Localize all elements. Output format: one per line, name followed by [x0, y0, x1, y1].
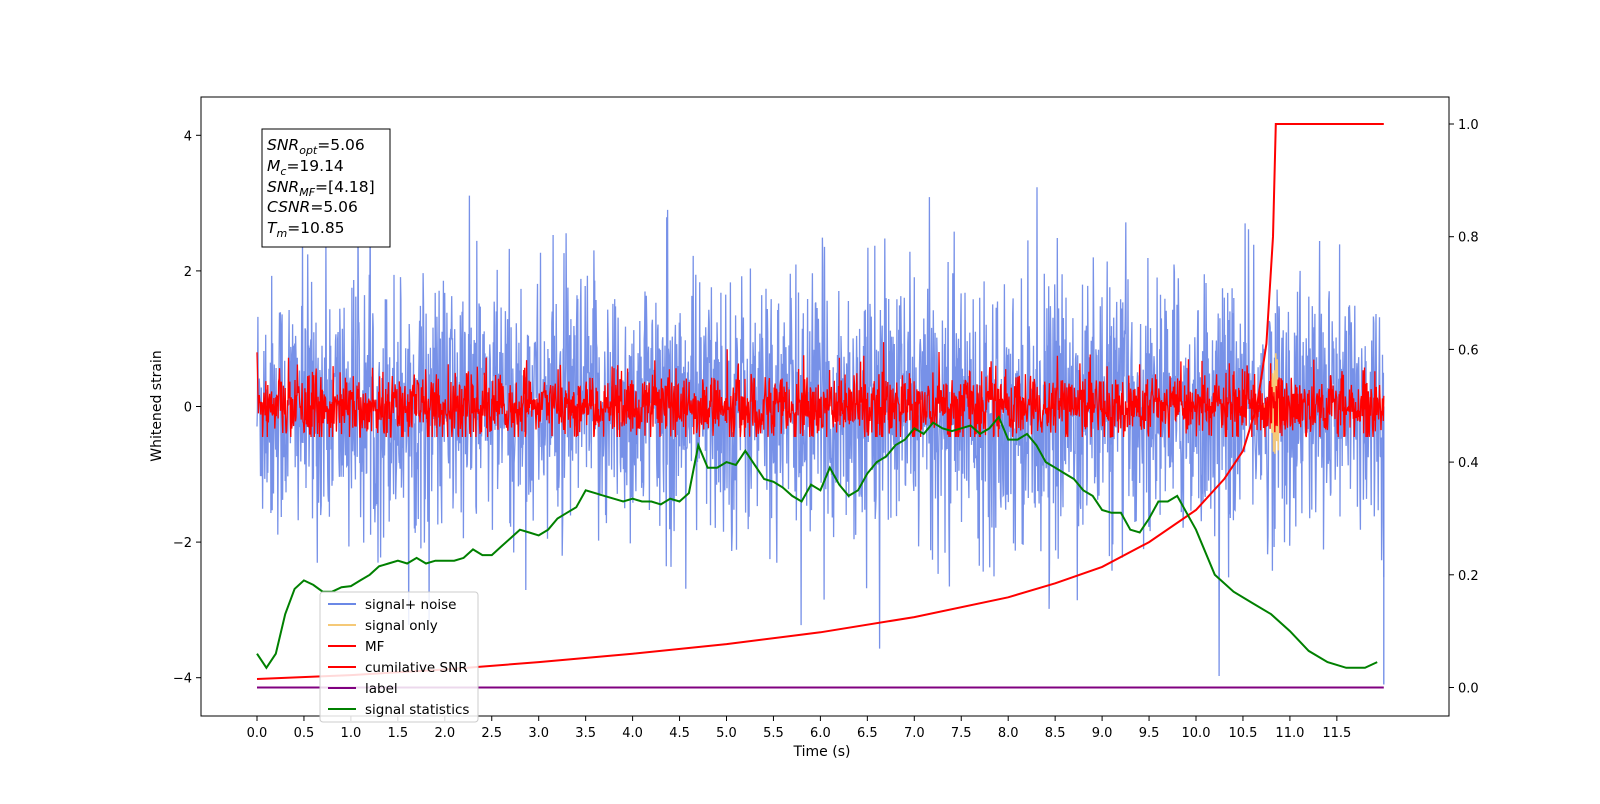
legend-item-mf: MF	[328, 639, 384, 655]
cumilative-snr-line	[256, 123, 1384, 680]
y2-tick-label: 1.0	[1458, 118, 1479, 133]
x-tick-label: 2.0	[434, 726, 455, 741]
series-mf	[256, 342, 1385, 438]
x-tick-label: 8.5	[1045, 726, 1066, 741]
x-tick-label: 3.0	[528, 726, 549, 741]
x-tick-label: 6.0	[810, 726, 831, 741]
svg-text:signal+ noise: signal+ noise	[365, 597, 456, 613]
x-tick-label: 7.0	[904, 726, 925, 741]
series-cumilative-snr	[256, 123, 1384, 680]
y-tick-label: −2	[173, 536, 192, 551]
x-tick-label: 3.5	[575, 726, 596, 741]
legend-item-label: label	[328, 681, 398, 697]
x-tick-label: 11.0	[1275, 726, 1304, 741]
y2-tick-label: 0.6	[1458, 343, 1479, 358]
x-tick-label: 1.0	[341, 726, 362, 741]
y-axis-ticks: −4 −2 0 2 4	[173, 129, 201, 687]
y2-tick-label: 0.0	[1458, 682, 1479, 697]
stat-csnr: CSNR=5.06	[267, 198, 358, 216]
stat-tm: Tm=10.85	[267, 219, 345, 240]
y-tick-label: 4	[184, 129, 192, 144]
stats-box: SNRopt=5.06 Mc=19.14 SNRMF=[4.18] CSNR=5…	[261, 128, 391, 248]
mf-line	[256, 342, 1385, 438]
x-tick-label: 0.5	[294, 726, 315, 741]
y-tick-label: −4	[173, 672, 192, 687]
x-tick-label: 5.0	[716, 726, 737, 741]
y-tick-label: 0	[184, 401, 192, 416]
x-tick-label: 6.5	[857, 726, 878, 741]
legend-item-cumilative-snr: cumilative SNR	[328, 660, 468, 676]
x-tick-label: 2.5	[481, 726, 502, 741]
x-axis-label: Time (s)	[793, 744, 851, 760]
x-tick-label: 7.5	[951, 726, 972, 741]
legend: signal+ noise signal only MF cumilative …	[319, 591, 479, 723]
stat-snr-mf: SNRMF=[4.18]	[267, 178, 375, 199]
x-tick-label: 10.5	[1228, 726, 1257, 741]
y-axis-label: Whitened strain	[149, 350, 165, 461]
y2-tick-label: 0.4	[1458, 456, 1479, 471]
x-tick-label: 4.0	[622, 726, 643, 741]
x-tick-label: 0.0	[247, 726, 268, 741]
svg-text:label: label	[365, 681, 398, 697]
series-signal-statistics	[256, 415, 1378, 670]
x-tick-label: 9.5	[1139, 726, 1160, 741]
legend-item-signal-only: signal only	[328, 618, 438, 634]
x-tick-label: 1.5	[388, 726, 409, 741]
x-axis-ticks: 0.0 0.5 1.0 1.5 2.0 2.5 3.0 3.5 4.0 4.5 5.0 5.5 6.0 6…	[247, 716, 1351, 741]
svg-text:signal only: signal only	[365, 618, 438, 634]
x-tick-label: 9.0	[1092, 726, 1113, 741]
y2-tick-label: 0.2	[1458, 569, 1479, 584]
y-tick-label: 2	[184, 265, 192, 280]
svg-text:signal statistics: signal statistics	[365, 702, 469, 718]
x-tick-label: 10.0	[1182, 726, 1211, 741]
svg-text:MF: MF	[365, 639, 384, 655]
y2-tick-label: 0.8	[1458, 231, 1479, 246]
x-tick-label: 11.5	[1322, 726, 1351, 741]
stat-mc: Mc=19.14	[267, 157, 344, 178]
x-tick-label: 4.5	[669, 726, 690, 741]
signal-statistics-line	[256, 415, 1378, 670]
legend-item-signal-noise: signal+ noise	[328, 597, 456, 613]
legend-item-signal-statistics: signal statistics	[328, 702, 469, 718]
x-tick-label: 8.0	[998, 726, 1019, 741]
y2-axis-ticks: 0.0 0.2 0.4 0.6 0.8 1.0	[1449, 118, 1479, 697]
x-tick-label: 5.5	[763, 726, 784, 741]
stat-snr-opt: SNRopt=5.06	[267, 136, 365, 157]
svg-text:cumilative SNR: cumilative SNR	[365, 660, 468, 676]
